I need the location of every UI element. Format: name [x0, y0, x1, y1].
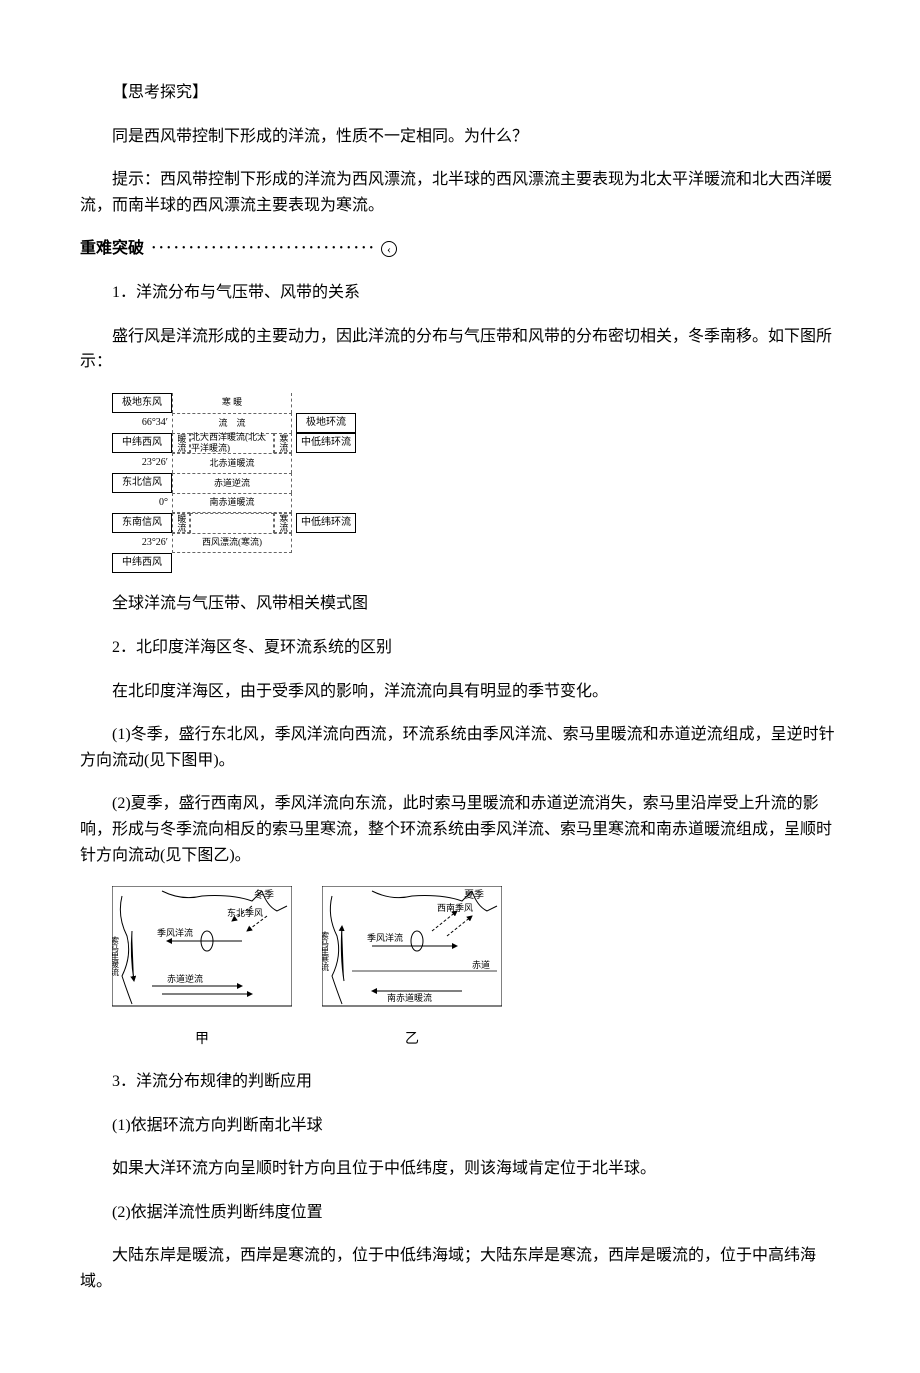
wind-mid-west2: 中纬西风 [112, 553, 172, 573]
warm-left: 暖流 [172, 433, 190, 453]
mid-cell: 流 流 [172, 413, 292, 433]
item3-title: 3．洋流分布规律的判断应用 [80, 1069, 840, 1095]
winter-season: 冬季 [254, 888, 274, 901]
item2-p1: (1)冬季，盛行东北风，季风洋流向西流，环流系统由季风洋流、索马里暖流和赤道逆流… [80, 722, 840, 773]
cold-right: 寒流 [274, 433, 292, 453]
cold-right2: 寒流 [274, 513, 292, 533]
thinking-answer: 提示：西风带控制下形成的洋流为西风漂流，北半球的西风漂流主要表现为北太平洋暖流和… [80, 167, 840, 218]
dots-decoration: •••••••••••••••••••••••••••••• [152, 241, 377, 257]
wind-mid-west: 中纬西风 [112, 433, 172, 453]
lat-23s: 23°26′ [112, 533, 172, 553]
caption-jia: 甲 [112, 1029, 292, 1051]
mid-empty [190, 513, 274, 533]
thinking-question: 同是西风带控制下形成的洋流，性质不一定相同。为什么？ [80, 124, 840, 150]
mid-atlantic: 北大西洋暖流(北太平洋暖流) [190, 433, 274, 453]
summer-eq-label: 赤道 [472, 959, 490, 970]
item2-intro: 在北印度洋海区，由于受季风的影响，洋流流向具有明显的季节变化。 [80, 679, 840, 705]
winter-wind: 东北季风 [227, 907, 263, 918]
breakthrough-label: 重难突破 [80, 236, 144, 262]
winter-current: 季风洋流 [157, 927, 193, 938]
item3-sub1-title: (1)依据环流方向判断南北半球 [80, 1113, 840, 1139]
mid-cell: 寒 暖 [172, 393, 292, 413]
mid-counter: 赤道逆流 [172, 473, 292, 493]
diagram1-caption: 全球洋流与气压带、风带相关模式图 [80, 591, 840, 617]
warm-left2: 暖流 [172, 513, 190, 533]
summer-wind: 西南季风 [437, 902, 473, 913]
wind-ne-trade: 东北信风 [112, 473, 172, 493]
mid-westwind: 西风漂流(寒流) [172, 533, 292, 553]
item3-sub1-text: 如果大洋环流方向呈顺时针方向且位于中低纬度，则该海域肯定位于北半球。 [80, 1156, 840, 1182]
arrow-icon: ‹ [381, 241, 397, 257]
summer-somalia: 索马里寒流 [322, 930, 330, 972]
wind-se-trade: 东南信风 [112, 513, 172, 533]
mid-neq: 北赤道暖流 [172, 453, 292, 473]
lat-0: 0° [112, 493, 172, 513]
wind-polar-east: 极地东风 [112, 393, 172, 413]
item1-para: 盛行风是洋流形成的主要动力，因此洋流的分布与气压带和风带的分布密切相关，冬季南移… [80, 324, 840, 375]
breakthrough-header: 重难突破 •••••••••••••••••••••••••••••• ‹ [80, 236, 840, 262]
item2-p2: (2)夏季，盛行西南风，季风洋流向东流，此时索马里暖流和赤道逆流消失，索马里沿岸… [80, 791, 840, 868]
lat-66: 66°34′ [112, 413, 172, 433]
circ-midlow2: 中低纬环流 [296, 513, 356, 533]
summer-map: 夏季 西南季风 季风洋流 索马里寒流 赤道 南赤道暖流 乙 [322, 886, 502, 1051]
circ-polar: 极地环流 [296, 413, 356, 433]
item1-title: 1．洋流分布与气压带、风带的关系 [80, 280, 840, 306]
pattern-diagram: 极地东风 寒 暖 66°34′ 流 流 极地环流 中纬西风 暖流 北大西洋暖流(… [112, 393, 840, 574]
summer-current: 季风洋流 [367, 932, 403, 943]
item2-title: 2．北印度洋海区冬、夏环流系统的区别 [80, 635, 840, 661]
lat-23n: 23°26′ [112, 453, 172, 473]
summer-season: 夏季 [464, 889, 484, 901]
item3-sub2-text: 大陆东岸是暖流，西岸是寒流的，位于中低纬海域；大陆东岸是寒流，西岸是暖流的，位于… [80, 1243, 840, 1294]
circ-midlow: 中低纬环流 [296, 433, 356, 453]
caption-yi: 乙 [322, 1029, 502, 1051]
winter-equator: 赤道逆流 [167, 973, 203, 984]
mid-seq: 南赤道暖流 [172, 493, 292, 513]
summer-south: 南赤道暖流 [387, 992, 432, 1003]
winter-map: 冬季 东北季风 季风洋流 索马里暖流 赤道逆流 甲 [112, 886, 292, 1051]
cold-warm-label: 寒 暖 [222, 397, 242, 408]
monsoon-diagrams: 冬季 东北季风 季风洋流 索马里暖流 赤道逆流 甲 [112, 886, 840, 1051]
winter-somalia: 索马里暖流 [112, 935, 120, 977]
item3-sub2-title: (2)依据洋流性质判断纬度位置 [80, 1200, 840, 1226]
thinking-heading: 【思考探究】 [80, 80, 840, 106]
